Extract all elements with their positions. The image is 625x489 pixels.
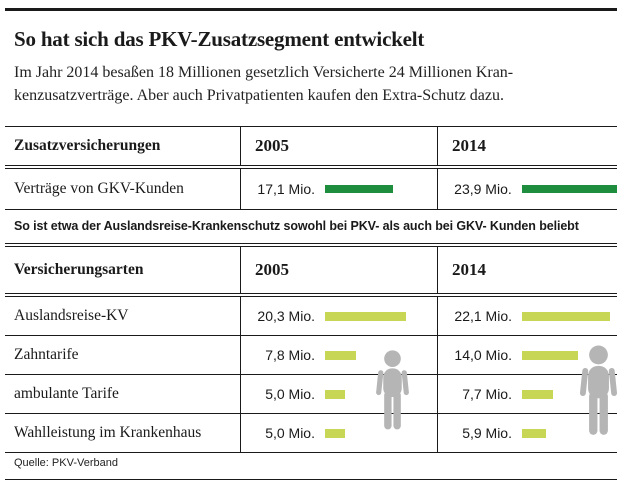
row-label: Auslandsreise-KV (14, 307, 129, 324)
value-cell: 23,9 Mio. (437, 169, 617, 209)
value-text: 17,1 Mio. (257, 181, 315, 197)
table-header-row: Zusatzversicherungen 2005 2014 (5, 127, 617, 165)
value-text: 23,9 Mio. (454, 181, 512, 197)
value-text: 22,1 Mio. (454, 308, 512, 324)
value-bar (325, 185, 394, 193)
value-text: 5,0 Mio. (265, 386, 315, 402)
column-header-category: Versicherungsarten (14, 261, 144, 278)
value-bar (522, 389, 553, 399)
value-bar (521, 185, 617, 193)
row-label: Wahlleistung im Krankenhaus (14, 424, 202, 441)
value-bar (522, 428, 546, 438)
value-text: 5,9 Mio. (462, 425, 512, 441)
value-bar (325, 428, 345, 438)
person-icon-2014 (579, 345, 618, 435)
table-top-divider (5, 243, 617, 247)
table-row: Wahlleistung im Krankenhaus 5,0 Mio. 5,9 M… (5, 413, 617, 452)
value-bar (325, 389, 345, 399)
table-row: Auslandsreise-KV 20,3 Mio. 22,1 Mio. (5, 297, 617, 335)
value-cell: 7,7 Mio. (437, 375, 617, 413)
value-text: 7,8 Mio. (265, 347, 315, 363)
value-cell: 5,9 Mio. (437, 414, 617, 452)
bottom-rule (5, 479, 617, 480)
value-text: 5,0 Mio. (265, 425, 315, 441)
column-header-2005: 2005 (240, 247, 437, 293)
value-cell: 20,3 Mio. (240, 297, 437, 335)
value-cell: 17,1 Mio. (240, 169, 437, 209)
top-rule (5, 8, 617, 11)
person-icon-2005 (376, 350, 409, 430)
page-title: So hat sich das PKV-Zusatzsegment entwic… (14, 27, 425, 51)
table-zusatzversicherungen: Zusatzversicherungen 2005 2014 Verträge … (5, 126, 617, 210)
value-cell: 5,0 Mio. (240, 375, 437, 413)
column-header-category: Zusatzversicherungen (14, 137, 161, 154)
value-cell: 14,0 Mio. (437, 336, 617, 374)
value-text: 20,3 Mio. (257, 308, 315, 324)
middle-note: So ist etwa der Auslandsreise-Krankensch… (14, 219, 579, 233)
value-text: 7,7 Mio. (462, 386, 512, 402)
value-bar (522, 311, 611, 321)
table-versicherungsarten: Versicherungsarten 2005 2014 Auslandsrei… (5, 243, 617, 453)
intro-line-1: Im Jahr 2014 besaßen 18 Millionen gesetz… (14, 64, 514, 81)
value-bar (522, 350, 578, 360)
intro-line-2: kenzusatzverträge. Aber auch Privatpatie… (14, 87, 505, 104)
value-cell: 22,1 Mio. (437, 297, 617, 335)
value-text: 14,0 Mio. (454, 347, 512, 363)
value-cell: 7,8 Mio. (240, 336, 437, 374)
table-body: Auslandsreise-KV 20,3 Mio. 22,1 Mio. Zahnta… (5, 297, 617, 452)
column-header-2014: 2014 (437, 127, 617, 165)
value-bar (325, 311, 407, 321)
column-header-2014: 2014 (437, 247, 617, 293)
value-bar (325, 350, 357, 360)
table-row: Zahntarife 7,8 Mio. 14,0 Mio. (5, 335, 617, 374)
source-credit: Quelle: PKV-Verband (14, 457, 118, 469)
table-row: Verträge von GKV-Kunden 17,1 Mio. 23,9 Mio… (5, 169, 617, 209)
value-cell: 5,0 Mio. (240, 414, 437, 452)
intro-text: Im Jahr 2014 besaßen 18 Millionen gesetz… (14, 61, 614, 107)
header-divider (5, 165, 617, 169)
table-header-row: Versicherungsarten 2005 2014 (5, 247, 617, 293)
row-label: ambulante Tarife (14, 385, 119, 402)
table-body: Verträge von GKV-Kunden 17,1 Mio. 23,9 Mio… (5, 169, 617, 209)
header-divider (5, 293, 617, 297)
table-row: ambulante Tarife 5,0 Mio. 7,7 Mio. (5, 374, 617, 413)
row-label: Verträge von GKV-Kunden (14, 180, 184, 197)
column-header-2005: 2005 (240, 127, 437, 165)
row-label: Zahntarife (14, 346, 79, 363)
